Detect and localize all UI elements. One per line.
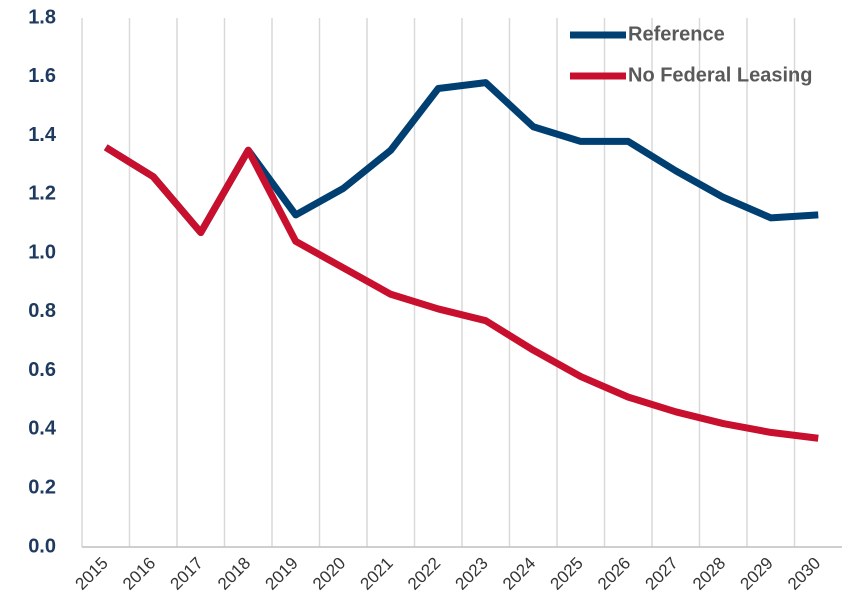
y-tick-label: 0.2 bbox=[28, 477, 56, 499]
x-tick-label: 2019 bbox=[262, 554, 302, 594]
x-tick-label: 2015 bbox=[72, 554, 112, 594]
y-tick-label: 0.8 bbox=[28, 300, 56, 322]
x-tick-label: 2029 bbox=[737, 554, 777, 594]
y-tick-label: 0.0 bbox=[28, 535, 56, 557]
x-tick-label: 2027 bbox=[642, 554, 682, 594]
x-tick-label: 2023 bbox=[452, 554, 492, 594]
x-tick-label: 2030 bbox=[784, 554, 824, 594]
x-tick-label: 2020 bbox=[309, 554, 349, 594]
y-tick-label: 1.8 bbox=[28, 6, 56, 28]
x-tick-label: 2024 bbox=[499, 554, 539, 594]
y-tick-label: 1.6 bbox=[28, 65, 56, 87]
x-tick-label: 2025 bbox=[547, 554, 587, 594]
x-tick-label: 2018 bbox=[214, 554, 254, 594]
x-tick-label: 2021 bbox=[357, 554, 397, 594]
y-tick-label: 1.2 bbox=[28, 183, 56, 205]
legend-label: No Federal Leasing bbox=[628, 64, 813, 86]
series-line bbox=[103, 144, 819, 442]
x-tick-label: 2026 bbox=[594, 554, 634, 594]
y-tick-label: 1.4 bbox=[28, 124, 57, 146]
x-tick-label: 2022 bbox=[404, 554, 444, 594]
y-tick-label: 0.4 bbox=[28, 418, 57, 440]
legend-label: Reference bbox=[628, 23, 725, 45]
x-tick-label: 2028 bbox=[689, 554, 729, 594]
x-tick-label: 2017 bbox=[167, 554, 207, 594]
y-tick-label: 1.0 bbox=[28, 241, 56, 263]
y-tick-label: 0.6 bbox=[28, 359, 56, 381]
x-tick-label: 2016 bbox=[119, 554, 159, 594]
